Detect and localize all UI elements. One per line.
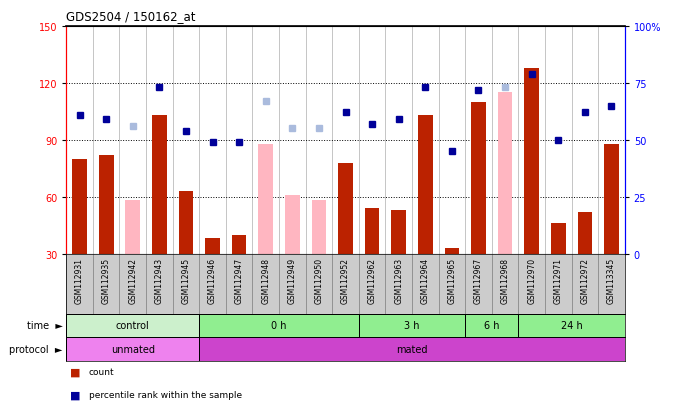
Bar [99, 156, 114, 254]
Bar [232, 235, 246, 254]
Bar [418, 116, 433, 254]
Bar [445, 248, 459, 254]
Text: GSM112945: GSM112945 [181, 257, 191, 303]
Text: ■: ■ [70, 390, 80, 400]
Bar [199, 314, 359, 337]
Text: GSM112964: GSM112964 [421, 257, 430, 303]
Bar [73, 159, 87, 254]
Text: GSM112950: GSM112950 [314, 257, 323, 303]
Text: unmated: unmated [111, 344, 155, 354]
Text: mated: mated [396, 344, 428, 354]
Text: 0 h: 0 h [272, 320, 287, 331]
Text: GSM112942: GSM112942 [128, 257, 138, 303]
Bar [365, 209, 380, 254]
Text: percentile rank within the sample: percentile rank within the sample [89, 390, 242, 399]
Text: GSM112952: GSM112952 [341, 257, 350, 303]
Bar [471, 102, 486, 254]
Bar [126, 201, 140, 254]
Text: GSM112965: GSM112965 [447, 257, 456, 303]
Bar [524, 69, 539, 254]
Text: GSM112948: GSM112948 [261, 257, 270, 303]
Text: GSM112935: GSM112935 [102, 257, 111, 303]
Text: protocol  ►: protocol ► [10, 344, 63, 354]
Bar [152, 116, 167, 254]
Text: time  ►: time ► [27, 320, 63, 331]
Text: GSM112943: GSM112943 [155, 257, 164, 303]
Text: count: count [89, 367, 114, 376]
Bar [519, 314, 625, 337]
Text: GSM112949: GSM112949 [288, 257, 297, 303]
Text: 3 h: 3 h [404, 320, 419, 331]
Bar [577, 212, 592, 254]
Text: control: control [116, 320, 149, 331]
Bar [498, 93, 512, 254]
Bar [339, 163, 352, 254]
Text: 24 h: 24 h [560, 320, 582, 331]
Bar [179, 192, 193, 254]
Bar [258, 144, 273, 254]
Bar [66, 337, 199, 361]
Bar [551, 224, 565, 254]
Text: GSM112931: GSM112931 [75, 257, 84, 303]
Text: GSM112970: GSM112970 [527, 257, 536, 303]
Text: GSM112972: GSM112972 [580, 257, 589, 303]
Bar [311, 201, 326, 254]
Bar [359, 314, 465, 337]
Bar [285, 195, 299, 254]
Text: GSM112971: GSM112971 [554, 257, 563, 303]
Text: GSM112963: GSM112963 [394, 257, 403, 303]
Bar [205, 239, 220, 254]
Bar [392, 211, 406, 254]
Text: GSM112946: GSM112946 [208, 257, 217, 303]
Text: GSM112968: GSM112968 [500, 257, 510, 303]
Text: GSM113345: GSM113345 [607, 257, 616, 303]
Bar [465, 314, 519, 337]
Bar [66, 314, 199, 337]
Text: GSM112947: GSM112947 [235, 257, 244, 303]
Text: GSM112967: GSM112967 [474, 257, 483, 303]
Bar [199, 337, 625, 361]
Text: ■: ■ [70, 367, 80, 377]
Bar [604, 144, 618, 254]
Text: 6 h: 6 h [484, 320, 500, 331]
Text: GDS2504 / 150162_at: GDS2504 / 150162_at [66, 10, 196, 23]
Text: GSM112962: GSM112962 [368, 257, 377, 303]
